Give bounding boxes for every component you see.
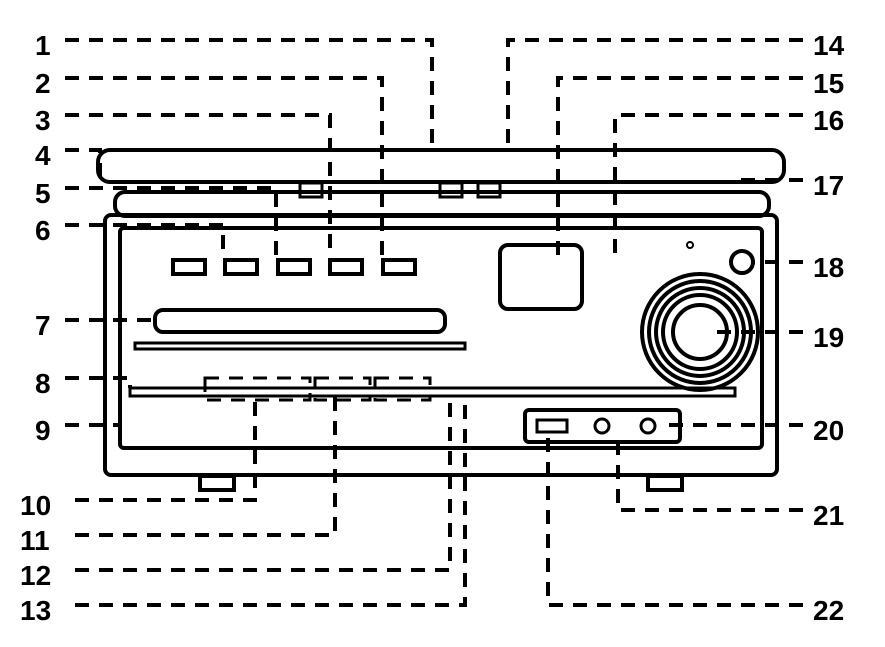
- callout-22: 22: [813, 595, 844, 627]
- callout-4: 4: [35, 140, 51, 172]
- callout-16: 16: [813, 105, 844, 137]
- callout-7: 7: [35, 310, 51, 342]
- callout-5: 5: [35, 178, 51, 210]
- callout-20: 20: [813, 415, 844, 447]
- callout-3: 3: [35, 105, 51, 137]
- callout-19: 19: [813, 322, 844, 354]
- callout-11: 11: [20, 525, 50, 557]
- callout-2: 2: [35, 68, 51, 100]
- callout-17: 17: [813, 170, 844, 202]
- callout-21: 21: [813, 500, 844, 532]
- callout-1: 1: [35, 30, 51, 62]
- callout-9: 9: [35, 415, 51, 447]
- callout-12: 12: [20, 560, 51, 592]
- callout-13: 13: [20, 595, 51, 627]
- callout-15: 15: [813, 68, 844, 100]
- callout-18: 18: [813, 252, 844, 284]
- callout-8: 8: [35, 368, 51, 400]
- diagram-svg: [0, 0, 885, 647]
- callout-14: 14: [813, 30, 844, 62]
- callout-6: 6: [35, 215, 51, 247]
- callout-10: 10: [20, 490, 51, 522]
